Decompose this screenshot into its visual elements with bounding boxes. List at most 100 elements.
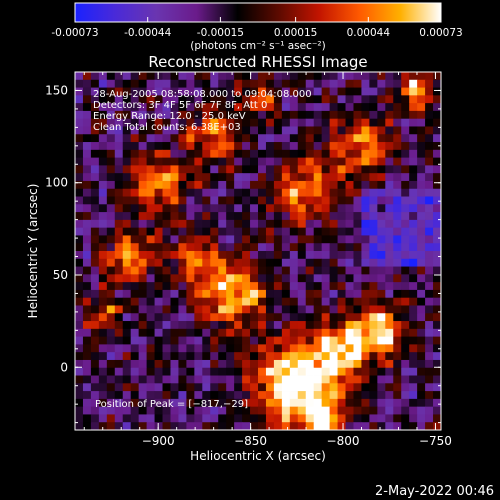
heatmap-cell — [258, 180, 267, 190]
heatmap-cell — [146, 336, 155, 345]
heatmap-cell — [122, 118, 132, 127]
heatmap-cell — [417, 258, 426, 267]
heatmap-cell — [226, 313, 235, 322]
heatmap-cell — [313, 165, 323, 174]
heatmap-cell — [130, 274, 140, 283]
heatmap-cell — [401, 72, 410, 81]
heatmap-cell — [226, 103, 235, 112]
heatmap-cell — [321, 282, 331, 291]
heatmap-cell — [281, 134, 291, 143]
heatmap-cell — [75, 212, 84, 221]
heatmap-cell — [385, 165, 394, 174]
heatmap-cell — [377, 289, 386, 299]
heatmap-cell — [409, 173, 418, 182]
heatmap-cell — [186, 406, 195, 415]
heatmap-cell — [75, 391, 84, 400]
heatmap-cell — [369, 204, 378, 213]
heatmap-cell — [265, 305, 275, 314]
heatmap-cell — [98, 328, 108, 338]
heatmap-cell — [202, 359, 211, 369]
heatmap-cell — [138, 110, 148, 120]
heatmap-cell — [425, 212, 434, 221]
heatmap-cell — [393, 180, 402, 190]
heatmap-cell — [289, 398, 299, 408]
heatmap-cell — [353, 103, 362, 112]
heatmap-cell — [218, 196, 227, 205]
heatmap-cell — [409, 251, 418, 260]
heatmap-cell — [234, 196, 243, 205]
heatmap-cell — [329, 375, 338, 384]
heatmap-cell — [114, 227, 124, 236]
heatmap-cell — [186, 336, 195, 345]
heatmap-cell — [297, 188, 307, 197]
heatmap-cell — [75, 422, 84, 430]
heatmap-cell — [186, 196, 195, 205]
heatmap-cell — [242, 258, 251, 267]
heatmap-cell — [265, 251, 275, 260]
heatmap-cell — [305, 313, 315, 322]
heatmap-cell — [433, 344, 441, 353]
heatmap-cell — [321, 328, 331, 338]
heatmap-cell — [321, 359, 331, 369]
heatmap-cell — [234, 359, 243, 369]
heatmap-cell — [106, 87, 116, 96]
heatmap-cell — [210, 336, 219, 345]
heatmap-cell — [90, 297, 100, 306]
heatmap-cell — [337, 391, 346, 400]
colorbar-unit-label: (photons cm⁻² s⁻¹ asec⁻²) — [190, 40, 325, 52]
heatmap-cell — [393, 196, 402, 205]
heatmap-cell — [289, 359, 299, 369]
heatmap-cell — [289, 367, 299, 376]
y-tick-label: 0 — [60, 360, 68, 374]
heatmap-cell — [106, 165, 116, 174]
heatmap-cell — [273, 103, 283, 112]
heatmap-cell — [210, 212, 219, 221]
heatmap-cell — [122, 126, 132, 135]
heatmap-cell — [273, 321, 283, 330]
heatmap-cell — [210, 196, 219, 205]
heatmap-cell — [281, 212, 291, 221]
heatmap-cell — [82, 165, 92, 174]
heatmap-cell — [218, 126, 227, 135]
heatmap-cell — [361, 180, 370, 190]
heatmap-cell — [258, 414, 267, 423]
heatmap-cell — [90, 274, 100, 283]
heatmap-cell — [361, 398, 370, 408]
heatmap-cell — [361, 142, 370, 151]
heatmap-cell — [178, 142, 187, 151]
heatmap-cell — [393, 204, 402, 213]
heatmap-cell — [377, 196, 386, 205]
heatmap-cell — [401, 251, 410, 260]
heatmap-cell — [170, 367, 179, 376]
heatmap-cell — [170, 235, 179, 244]
heatmap-cell — [194, 375, 203, 384]
heatmap-cell — [401, 375, 410, 384]
heatmap-cell — [273, 235, 283, 244]
heatmap-cell — [194, 118, 203, 127]
heatmap-cell — [138, 180, 148, 190]
heatmap-cell — [297, 219, 307, 229]
heatmap-cell — [369, 305, 378, 314]
heatmap-cell — [162, 289, 171, 299]
heatmap-cell — [281, 118, 291, 127]
heatmap-cell — [210, 165, 219, 174]
heatmap-cell — [154, 173, 163, 182]
heatmap-cell — [106, 297, 116, 306]
heatmap-cell — [106, 103, 116, 112]
heatmap-cell — [305, 142, 315, 151]
heatmap-cell — [353, 344, 362, 353]
heatmap-cell — [361, 149, 370, 159]
heatmap-cell — [401, 95, 410, 104]
heatmap-cell — [345, 274, 354, 283]
heatmap-cell — [234, 336, 243, 345]
heatmap-cell — [361, 258, 370, 267]
heatmap-cell — [98, 110, 108, 120]
heatmap-cell — [329, 383, 338, 392]
heatmap-cell — [258, 188, 267, 197]
heatmap-cell — [114, 367, 124, 376]
heatmap-cell — [281, 313, 291, 322]
heatmap-cell — [409, 149, 418, 159]
heatmap-cell — [194, 398, 203, 408]
heatmap-cell — [106, 204, 116, 213]
heatmap-cell — [289, 212, 299, 221]
